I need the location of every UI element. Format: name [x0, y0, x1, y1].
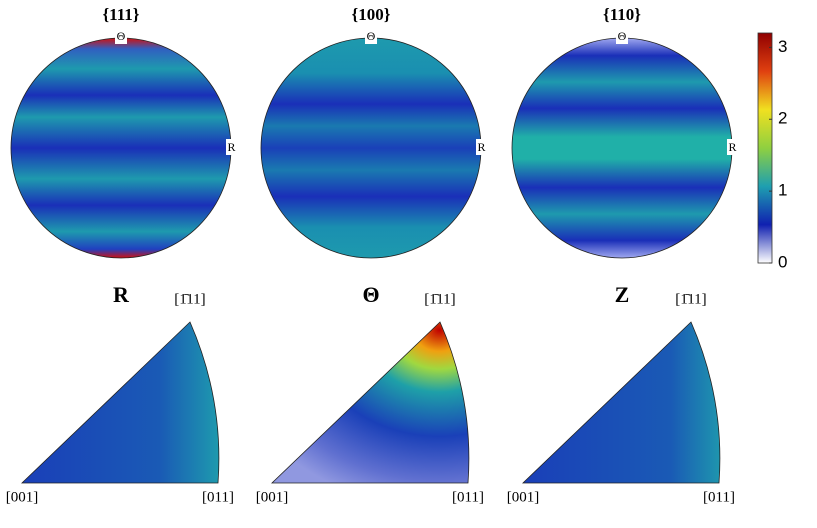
colorbar-tick-label: 0 — [778, 252, 787, 271]
ipf-map — [271, 321, 470, 484]
colorbar-tick-label: 1 — [778, 181, 787, 200]
pole-figure-title: {110} — [603, 5, 641, 24]
ipf-map — [21, 321, 220, 484]
density-map — [11, 38, 231, 258]
label-box — [476, 139, 487, 155]
pole-figure-title: {100} — [352, 5, 391, 24]
label-box — [616, 30, 628, 44]
colorbar — [757, 32, 773, 264]
colorbar-tick-label: 2 — [778, 109, 787, 128]
right-label: R — [477, 140, 485, 154]
right-label: R — [728, 140, 736, 154]
top-label: Θ — [618, 29, 627, 43]
ipf-title: Z — [615, 282, 630, 307]
left-label: [001] — [6, 489, 39, 505]
right-label: R — [227, 140, 235, 154]
label-box — [115, 30, 127, 44]
density-map — [261, 38, 481, 258]
apex-label: [1̄11] — [174, 291, 205, 307]
colorbar-tick-label: 3 — [778, 37, 787, 56]
label-box — [365, 30, 377, 44]
ipf-title: Θ — [362, 282, 379, 307]
ipf-title: R — [113, 282, 130, 307]
left-label: [001] — [507, 489, 540, 505]
ipf-map — [522, 321, 721, 484]
pole-figure-title: {111} — [102, 5, 139, 24]
label-box — [727, 139, 738, 155]
label-box — [226, 139, 237, 155]
top-label: Θ — [367, 29, 376, 43]
apex-label: [1̄11] — [675, 291, 706, 307]
right-label: [011] — [703, 489, 735, 505]
right-label: [011] — [452, 489, 484, 505]
top-label: Θ — [117, 29, 126, 43]
right-label: [011] — [202, 489, 234, 505]
apex-label: [1̄11] — [424, 291, 455, 307]
density-map — [512, 38, 732, 258]
left-label: [001] — [256, 489, 289, 505]
